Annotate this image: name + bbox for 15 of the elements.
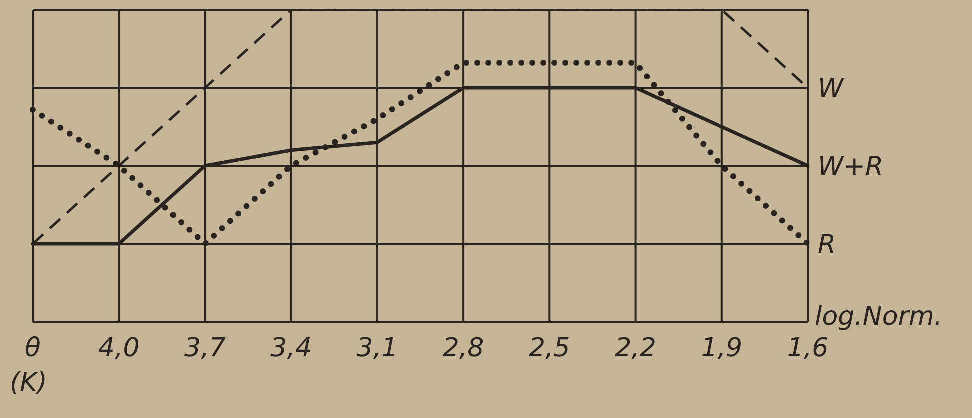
x-tick-label: 1,9 [701, 333, 743, 364]
annotation: W+R [818, 152, 884, 182]
x-tick-label: θ [25, 333, 42, 364]
annotation: W [818, 74, 845, 104]
x-axis-title: (K) [10, 368, 48, 398]
x-tick-label: 3,1 [356, 333, 398, 364]
text: log.Norm. [815, 302, 943, 332]
x-tick-label: 4,0 [98, 333, 140, 364]
x-tick-label: 3,4 [270, 333, 312, 364]
x-tick-label: 1,6 [787, 333, 829, 364]
x-tick-label: 2,5 [528, 333, 570, 364]
x-tick-label: 2,2 [615, 333, 656, 364]
x-tick-label: 2,8 [442, 333, 484, 364]
annotation: R [818, 230, 836, 260]
x-tick-label: 3,7 [184, 333, 226, 364]
